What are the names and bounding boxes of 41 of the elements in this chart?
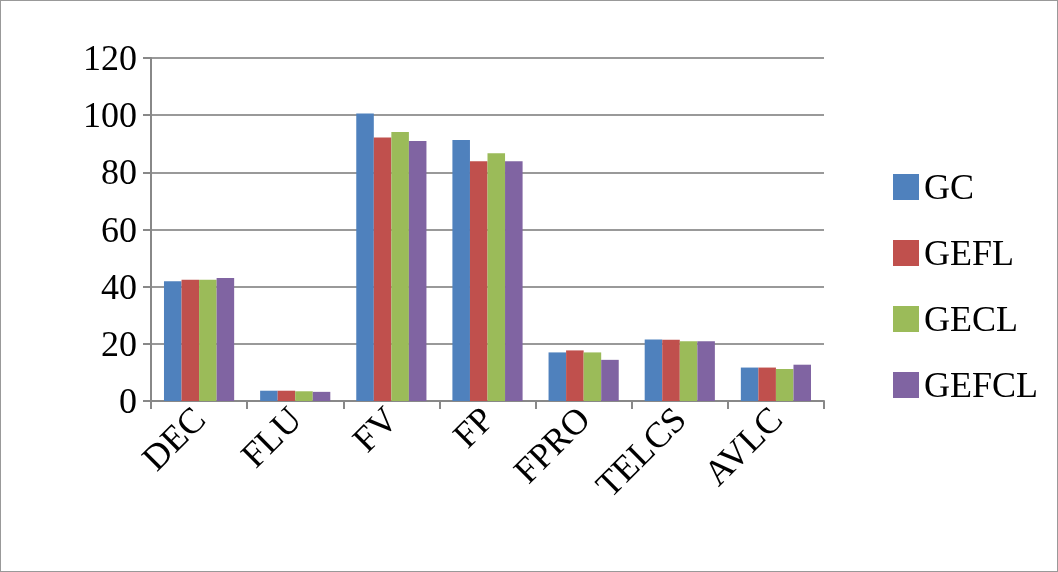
- bar: [487, 153, 506, 401]
- bar: [775, 368, 794, 401]
- bar: [566, 350, 584, 401]
- y-tick-label: 80: [101, 152, 137, 193]
- legend-label: GEFCL: [923, 365, 1038, 405]
- bar: [199, 279, 217, 401]
- y-tick-label: 60: [101, 209, 137, 250]
- legend-label: GEFL: [923, 233, 1014, 273]
- legend-label: GC: [923, 167, 974, 207]
- bar: [260, 390, 278, 401]
- bar: [662, 339, 680, 401]
- bar: [601, 359, 619, 401]
- bar: [181, 279, 200, 401]
- bar: [373, 137, 392, 401]
- y-tick-label: 20: [101, 323, 137, 364]
- bar: [277, 390, 296, 401]
- y-tick-label: 120: [83, 38, 137, 78]
- legend-label: GECL: [923, 299, 1018, 339]
- bar: [163, 281, 182, 401]
- bar: [679, 341, 698, 401]
- x-tick-label: FP: [445, 398, 502, 456]
- bar: [312, 391, 331, 401]
- bar: [793, 364, 812, 401]
- bar: [505, 161, 523, 401]
- bar: [740, 367, 759, 401]
- y-tick-label: 0: [119, 381, 137, 421]
- bar: [356, 113, 374, 401]
- bar: [697, 341, 715, 401]
- bar: [644, 339, 663, 401]
- bar: [408, 140, 427, 401]
- bar: [548, 352, 567, 401]
- bar: [583, 352, 602, 401]
- x-tick-label: FV: [344, 398, 406, 460]
- bar: [452, 140, 470, 401]
- bar: [216, 278, 235, 401]
- bar: [469, 161, 488, 401]
- bar: [758, 367, 776, 401]
- bar: [295, 391, 313, 401]
- y-tick-label: 40: [101, 266, 137, 307]
- y-tick-label: 100: [83, 95, 137, 136]
- bar: [391, 132, 409, 401]
